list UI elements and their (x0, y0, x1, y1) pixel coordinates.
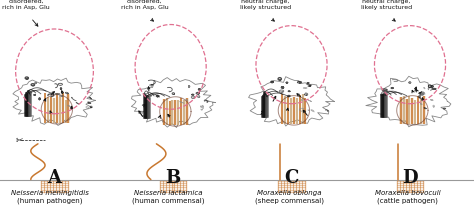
Text: ✂: ✂ (15, 136, 23, 145)
Text: B: B (165, 169, 181, 187)
Text: A: A (47, 169, 62, 187)
Bar (160, 180, 186, 192)
Text: (sheep commensal): (sheep commensal) (255, 197, 324, 204)
Bar (278, 180, 305, 192)
Text: neutral charge,
likely structured: neutral charge, likely structured (361, 0, 412, 10)
Bar (41, 180, 68, 192)
Text: D: D (402, 169, 418, 187)
Text: C: C (284, 169, 299, 187)
Text: Neisseria lactamica: Neisseria lactamica (134, 190, 202, 196)
Text: (human pathogen): (human pathogen) (17, 197, 82, 204)
Bar (397, 180, 423, 192)
Text: (human commensal): (human commensal) (132, 197, 204, 204)
Text: Neisseria meningitidis: Neisseria meningitidis (11, 190, 89, 196)
Text: Moraxella oblonga: Moraxella oblonga (257, 190, 321, 196)
Text: disordered,
rich in Asp, Glu: disordered, rich in Asp, Glu (121, 0, 168, 10)
Text: Moraxella bovoculi: Moraxella bovoculi (375, 190, 440, 196)
Text: disordered,
rich in Asp, Glu: disordered, rich in Asp, Glu (2, 0, 50, 10)
Text: (cattle pathogen): (cattle pathogen) (377, 197, 438, 204)
Text: neutral charge,
likely structured: neutral charge, likely structured (240, 0, 291, 10)
